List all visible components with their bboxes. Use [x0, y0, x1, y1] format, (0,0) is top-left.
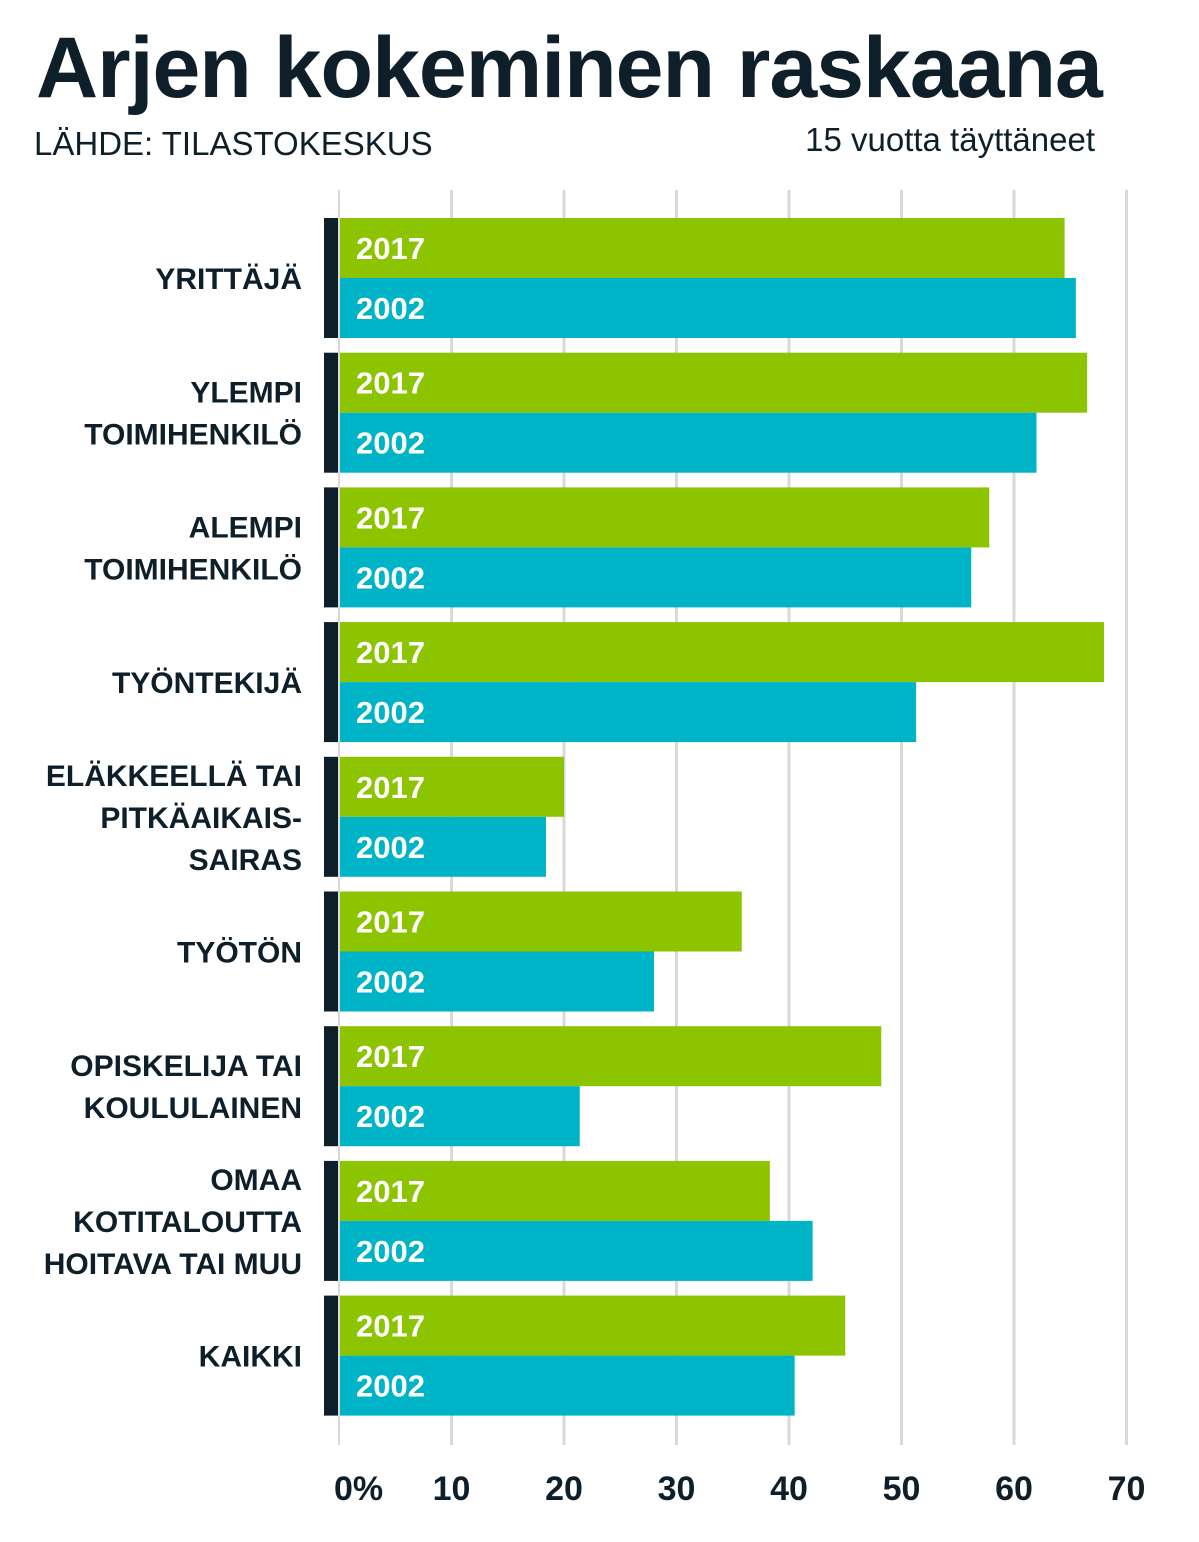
- bar-label-2002-0: 2002: [356, 291, 425, 326]
- tick-label-50: 50: [883, 1470, 921, 1508]
- category-label-6-1: KOULULAINEN: [84, 1092, 302, 1125]
- group-marker-1: [324, 352, 339, 473]
- category-label-1-1: TOIMIHENKILÖ: [84, 419, 302, 452]
- tick-label-30: 30: [658, 1470, 696, 1508]
- bar-2002-1: [339, 412, 1037, 473]
- category-label-6-0: OPISKELIJA TAI: [70, 1050, 302, 1083]
- category-label-1-0: YLEMPI: [190, 377, 302, 410]
- bar-2017-2: [339, 487, 990, 548]
- category-label-7-2: HOITAVA TAI MUU: [44, 1248, 302, 1281]
- category-label-7-1: KOTITALOUTTA: [73, 1206, 302, 1239]
- bar-2002-7: [339, 1220, 813, 1281]
- group-marker-0: [324, 218, 339, 338]
- category-label-8-0: KAIKKI: [199, 1341, 302, 1374]
- bar-2017-3: [339, 622, 1104, 683]
- category-label-5-0: TYÖTÖN: [177, 937, 302, 970]
- category-label-3-0: TYÖNTEKIJÄ: [112, 667, 302, 700]
- category-label-4-1: PITKÄAIKAIS-: [100, 802, 302, 835]
- bar-label-2002-1: 2002: [356, 426, 425, 461]
- bar-label-2002-4: 2002: [356, 830, 425, 865]
- bar-2017-7: [339, 1160, 770, 1221]
- bar-label-2002-3: 2002: [356, 695, 425, 730]
- bar-2017-1: [339, 352, 1088, 413]
- bar-2017-0: [339, 218, 1065, 278]
- bar-2002-5: [339, 951, 654, 1012]
- tick-label-20: 20: [545, 1470, 583, 1508]
- group-marker-7: [324, 1160, 339, 1281]
- tick-label-10: 10: [433, 1470, 471, 1508]
- chart-title: Arjen kokeminen raskaana: [36, 20, 1103, 116]
- bar-2017-4: [339, 756, 564, 817]
- bar-2002-6: [339, 1086, 580, 1147]
- bar-label-2002-5: 2002: [356, 965, 425, 1000]
- tick-label-40: 40: [770, 1470, 808, 1508]
- bar-2002-2: [339, 547, 972, 608]
- bar-label-2017-2: 2017: [356, 500, 425, 535]
- tick-label-60: 60: [995, 1470, 1033, 1508]
- tick-label-0: 0%: [334, 1470, 383, 1508]
- group-marker-2: [324, 487, 339, 608]
- bar-label-2002-2: 2002: [356, 560, 425, 595]
- bar-label-2017-1: 2017: [356, 366, 425, 401]
- chart-subtitle: 15 vuotta täyttäneet: [805, 121, 1095, 158]
- bar-label-2017-4: 2017: [356, 770, 425, 805]
- chart-source: LÄHDE: TILASTOKESKUS: [34, 125, 433, 162]
- category-label-2-1: TOIMIHENKILÖ: [84, 553, 302, 586]
- bar-label-2002-7: 2002: [356, 1234, 425, 1269]
- bar-label-2017-7: 2017: [356, 1174, 425, 1209]
- bar-label-2017-8: 2017: [356, 1309, 425, 1344]
- bar-2002-0: [339, 278, 1076, 338]
- bar-label-2002-8: 2002: [356, 1369, 425, 1404]
- bar-label-2017-3: 2017: [356, 635, 425, 670]
- category-label-4-2: SAIRAS: [189, 844, 302, 877]
- bar-2002-8: [339, 1355, 795, 1416]
- group-marker-6: [324, 1026, 339, 1147]
- bar-2002-4: [339, 816, 546, 877]
- group-marker-5: [324, 891, 339, 1012]
- bar-2002-3: [339, 682, 917, 743]
- category-label-0-0: YRITTÄJÄ: [155, 263, 302, 296]
- bar-label-2017-0: 2017: [356, 231, 425, 266]
- bar-label-2017-6: 2017: [356, 1039, 425, 1074]
- bar-label-2017-5: 2017: [356, 905, 425, 940]
- group-marker-4: [324, 756, 339, 877]
- category-label-2-0: ALEMPI: [189, 511, 302, 544]
- group-marker-3: [324, 622, 339, 743]
- tick-label-70: 70: [1108, 1470, 1146, 1508]
- group-marker-8: [324, 1295, 339, 1416]
- bar-2017-5: [339, 891, 742, 952]
- bar-label-2002-6: 2002: [356, 1099, 425, 1134]
- bar-2017-6: [339, 1026, 882, 1087]
- category-label-4-0: ELÄKKEELLÄ TAI: [46, 760, 302, 793]
- category-label-7-0: OMAA: [210, 1164, 302, 1197]
- bar-2017-8: [339, 1295, 846, 1356]
